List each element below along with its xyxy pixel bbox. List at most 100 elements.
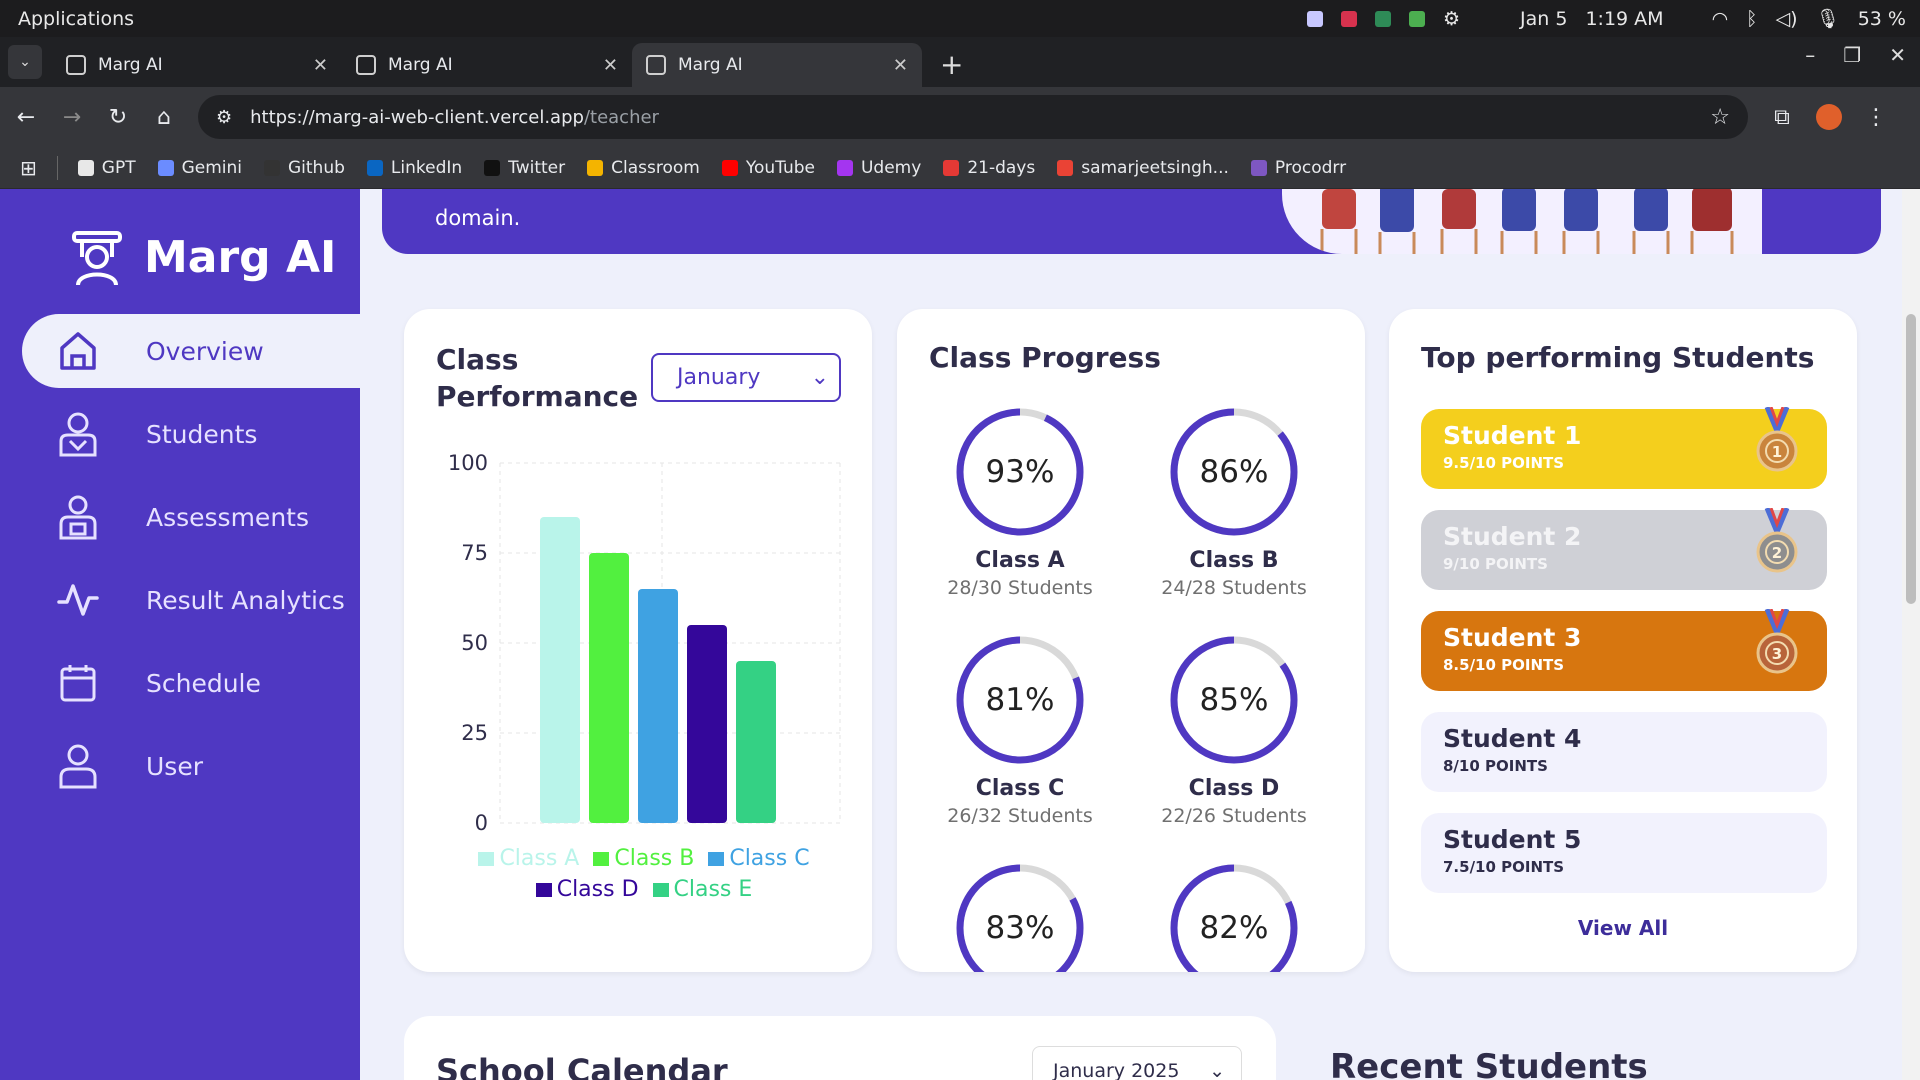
card-title: Top performing Students — [1421, 341, 1815, 374]
bookmark-item[interactable]: Classroom — [587, 158, 700, 178]
tray-app-icon[interactable] — [1340, 10, 1357, 27]
legend-item[interactable]: Class A — [478, 846, 579, 871]
card-title: Class Performance — [436, 343, 639, 413]
y-tick-label: 0 — [475, 811, 488, 835]
legend-swatch — [652, 882, 669, 897]
bookmark-favicon-icon — [1250, 159, 1267, 176]
sidebar-item-schedule[interactable]: Schedule — [22, 646, 360, 720]
bookmark-item[interactable]: LinkedIn — [366, 158, 462, 178]
bookmark-label: Procodrr — [1274, 157, 1347, 178]
close-window-icon[interactable]: ✕ — [1889, 43, 1906, 67]
legend-label: Class E — [673, 877, 753, 902]
tray-shield-icon[interactable] — [1408, 10, 1425, 27]
calendar-month-select[interactable]: January 2025 ⌄ — [1032, 1046, 1242, 1080]
bookmark-item[interactable]: samarjeetsingh... — [1057, 158, 1229, 178]
bar-class-c[interactable] — [638, 589, 678, 823]
bookmark-item[interactable]: Udemy — [836, 157, 922, 178]
tray-app-icon[interactable] — [1374, 10, 1391, 27]
view-all-link[interactable]: View All — [1577, 916, 1669, 940]
new-tab-button[interactable]: + — [940, 48, 964, 81]
legend-item[interactable]: Class D — [535, 877, 639, 902]
close-icon[interactable]: ✕ — [312, 54, 328, 76]
bar-class-a[interactable] — [540, 517, 580, 823]
applications-menu[interactable]: Applications — [18, 7, 135, 30]
class-student-count: 28/30 Students — [947, 577, 1093, 599]
tab-search-button[interactable]: ⌄ — [8, 45, 42, 79]
clock-time[interactable]: 1:19 AM — [1585, 7, 1664, 30]
tab-title: Marg AI — [678, 55, 743, 75]
more-menu-icon[interactable]: ⋮ — [1865, 104, 1887, 130]
bookmark-star-icon[interactable]: ☆ — [1710, 104, 1730, 130]
bookmark-label: Gemini — [181, 157, 242, 178]
bookmarks-bar: ⊞ GPT Gemini Github LinkedIn Twitter Classroo… — [0, 147, 1920, 189]
minimize-icon[interactable]: – — [1805, 43, 1816, 67]
student-name: Student 2 — [1443, 522, 1582, 551]
sidebar-item-students[interactable]: Students — [22, 397, 360, 471]
bookmark-item[interactable]: Github — [264, 158, 345, 178]
site-info-icon[interactable]: ⚙ — [216, 106, 233, 128]
ring-progress — [1170, 864, 1298, 972]
close-icon[interactable]: ✕ — [892, 54, 908, 76]
wifi-icon[interactable]: ◠ — [1711, 7, 1729, 30]
sidebar-item-assessments[interactable]: Assessments — [22, 480, 360, 554]
sidebar-item-user[interactable]: User — [22, 729, 360, 803]
medal-icon: 2 — [1756, 508, 1798, 573]
bookmark-item[interactable]: YouTube — [721, 158, 815, 178]
bookmark-favicon-icon — [943, 159, 960, 176]
bookmark-item[interactable]: Procodrr — [1250, 157, 1347, 178]
sidebar-item-label: User — [146, 751, 203, 781]
legend-item[interactable]: Class B — [593, 846, 694, 871]
browser-tab[interactable]: Marg AI ✕ — [342, 43, 632, 87]
bar-class-e[interactable] — [736, 661, 776, 823]
progress-ring — [1170, 864, 1298, 972]
bookmark-item[interactable]: Gemini — [157, 157, 242, 178]
browser-tab-active[interactable]: Marg AI ✕ — [632, 43, 922, 87]
clock-date[interactable]: Jan 5 — [1520, 7, 1568, 30]
legend-label: Class D — [556, 877, 639, 902]
home-button-icon[interactable]: ⌂ — [157, 104, 171, 130]
sidebar-item-result-analytics[interactable]: Result Analytics — [22, 563, 360, 637]
tray-app-icon[interactable] — [1306, 10, 1323, 27]
calendar-select-value: January 2025 — [1053, 1060, 1180, 1080]
bookmark-item[interactable]: Twitter — [484, 158, 565, 178]
bar-class-b[interactable] — [589, 553, 629, 823]
extensions-icon[interactable]: ⧉ — [1774, 104, 1790, 130]
close-icon[interactable]: ✕ — [602, 54, 618, 76]
reload-icon[interactable]: ↻ — [108, 104, 128, 130]
back-icon[interactable]: ← — [16, 104, 36, 130]
mic-icon[interactable]: 🎙 — [1815, 8, 1840, 30]
student-rank-card[interactable]: Student 2 9/10 POINTS 2 — [1421, 508, 1827, 590]
month-select[interactable]: January ⌄ — [651, 353, 841, 402]
ring-progress — [956, 408, 1084, 536]
sidebar-item-overview[interactable]: Overview — [22, 314, 360, 388]
y-tick-label: 50 — [461, 631, 488, 655]
forward-icon[interactable]: → — [62, 104, 82, 130]
bar-class-d[interactable] — [687, 625, 727, 823]
brand-logo[interactable]: Marg AI — [68, 227, 336, 287]
maximize-icon[interactable]: ❐ — [1843, 43, 1862, 67]
y-tick-label: 25 — [461, 721, 488, 745]
bookmark-item[interactable]: 21-days — [943, 158, 1035, 178]
bookmark-item[interactable]: GPT — [77, 158, 136, 178]
legend-item[interactable]: Class E — [652, 877, 753, 902]
bluetooth-icon[interactable]: ᛒ — [1746, 7, 1758, 30]
analytics-icon — [56, 578, 100, 622]
browser-tab[interactable]: Marg AI ✕ — [52, 43, 342, 87]
assessment-icon — [56, 495, 100, 540]
apps-grid-icon[interactable]: ⊞ — [20, 155, 37, 180]
legend-item[interactable]: Class C — [708, 846, 810, 871]
bookmark-label: Udemy — [860, 157, 922, 178]
battery-status[interactable]: 53 % — [1857, 7, 1906, 30]
student-rank-card[interactable]: Student 5 7.5/10 POINTS — [1421, 813, 1827, 893]
url-bar[interactable]: ⚙ https://marg-ai-web-client.vercel.app/… — [198, 95, 1748, 139]
site-favicon-icon — [356, 55, 376, 75]
student-rank-card[interactable]: Student 1 9.5/10 POINTS 1 — [1421, 407, 1827, 489]
card-title: School Calendar — [436, 1052, 728, 1080]
page-scrollbar[interactable] — [1902, 189, 1920, 1080]
student-rank-card[interactable]: Student 3 8.5/10 POINTS 3 — [1421, 609, 1827, 691]
scrollbar-thumb[interactable] — [1906, 314, 1916, 604]
volume-icon[interactable]: ◁) — [1775, 7, 1798, 30]
student-rank-card[interactable]: Student 4 8/10 POINTS — [1421, 712, 1827, 792]
profile-avatar[interactable] — [1816, 104, 1842, 130]
settings-icon[interactable]: ⚙ — [1442, 7, 1461, 30]
